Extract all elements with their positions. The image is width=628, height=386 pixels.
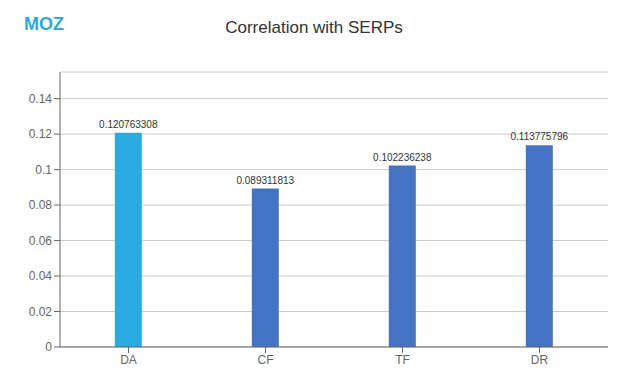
svg-text:0.102236238: 0.102236238 — [373, 152, 432, 163]
svg-text:DR: DR — [531, 353, 549, 367]
svg-text:0.12: 0.12 — [29, 127, 53, 141]
svg-text:DA: DA — [120, 353, 137, 367]
svg-text:0.04: 0.04 — [29, 269, 53, 283]
html-text:MOZ: MOZ — [24, 14, 64, 34]
svg-text:0.089311813: 0.089311813 — [236, 175, 294, 186]
html-text:Correlation with SERPs: Correlation with SERPs — [225, 18, 403, 37]
svg-text:0.08: 0.08 — [29, 198, 53, 212]
svg-text:0.06: 0.06 — [29, 234, 53, 248]
svg-text:TF: TF — [395, 353, 410, 367]
svg-text:CF: CF — [258, 353, 274, 367]
svg-text:0.02: 0.02 — [29, 305, 53, 319]
svg-text:0.113775796: 0.113775796 — [510, 131, 568, 142]
svg-text:0.1: 0.1 — [35, 163, 52, 177]
svg-text:0.120763308: 0.120763308 — [99, 119, 158, 130]
svg-text:0.14: 0.14 — [29, 92, 53, 106]
svg-text:0: 0 — [45, 340, 52, 354]
